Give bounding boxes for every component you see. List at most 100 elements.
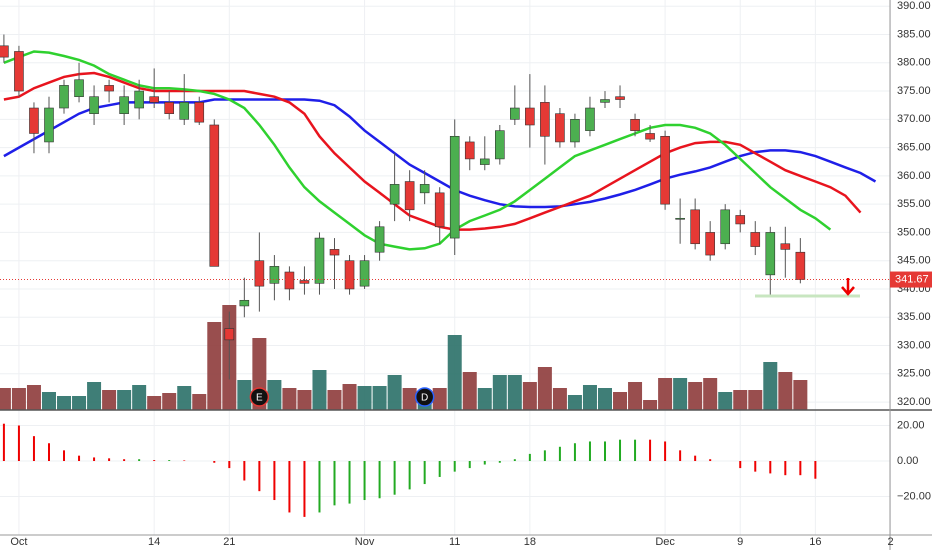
candle-body <box>29 107 39 134</box>
axes: 320.00325.00330.00335.00340.00345.00350.… <box>10 0 932 548</box>
candle-body <box>449 135 460 239</box>
volume-bar <box>11 388 26 410</box>
y-tick-label: 360.00 <box>897 170 931 182</box>
volume-bar <box>567 395 582 410</box>
moving-average <box>3 50 832 251</box>
candle-body <box>194 102 205 123</box>
candle-body <box>149 96 159 103</box>
volume-bar <box>297 390 312 410</box>
x-tick-label: 18 <box>524 536 536 548</box>
volume-bar <box>267 380 282 410</box>
volume-bar <box>312 370 327 410</box>
y2-tick-label: 0.00 <box>897 455 918 467</box>
moving-average <box>3 98 877 209</box>
candle-body <box>570 119 580 143</box>
volume-bar <box>117 390 132 410</box>
volume-bar <box>132 385 147 410</box>
candle-body <box>495 130 505 160</box>
volume-bar <box>613 392 628 410</box>
y-tick-label: 345.00 <box>897 255 931 267</box>
volume-bar <box>793 380 808 410</box>
candle-body <box>14 51 24 92</box>
volume-bar <box>342 384 357 410</box>
candle-body <box>314 237 325 284</box>
volume-bar <box>673 378 688 410</box>
candle-body <box>389 184 400 205</box>
volume-bar <box>237 380 252 410</box>
x-tick-label: 21 <box>223 536 235 548</box>
candle-body <box>720 209 731 245</box>
volume-bar <box>387 375 402 410</box>
volume-bar <box>703 378 718 410</box>
volume-bar <box>507 375 522 410</box>
candle-body <box>540 102 550 137</box>
volume-bar <box>41 392 56 410</box>
candle-body <box>735 215 746 225</box>
y2-tick-label: −20.00 <box>897 490 931 502</box>
y-tick-label: 385.00 <box>897 28 931 40</box>
event-badge <box>249 387 270 407</box>
volume-bar <box>432 388 447 410</box>
volume-bar <box>763 362 778 410</box>
candle-body <box>299 280 310 284</box>
candle-body <box>615 96 625 100</box>
candle-body <box>269 266 280 284</box>
event-badge <box>414 387 435 407</box>
volume-bar <box>552 388 567 410</box>
candle-body <box>359 260 370 287</box>
candle-body <box>134 90 144 109</box>
last-price-label: 341.67 <box>895 273 929 285</box>
y-tick-label: 335.00 <box>897 311 931 323</box>
volume-bar <box>628 382 643 410</box>
volume-bar <box>748 390 763 410</box>
volume-bar <box>102 390 117 410</box>
volume-bar <box>372 386 387 410</box>
candle-body <box>630 119 640 131</box>
volume-bar <box>87 382 102 410</box>
volume-bar <box>0 388 11 410</box>
y-tick-label: 325.00 <box>897 368 931 380</box>
x-tick-label: Dec <box>655 536 675 548</box>
volume-bar <box>57 396 72 410</box>
candle-body <box>750 232 761 247</box>
candle-body <box>164 102 175 114</box>
candle-body <box>104 85 114 92</box>
volume-bar <box>357 386 372 410</box>
candle-body <box>464 141 475 160</box>
volume-bar <box>718 392 733 410</box>
candle-body <box>59 85 69 109</box>
volume-bar <box>477 388 492 410</box>
candle-body <box>510 107 520 120</box>
last-price-box <box>890 271 932 288</box>
candle-body <box>690 209 700 245</box>
volume-bar <box>192 394 207 410</box>
volume-bar <box>688 382 703 410</box>
volume-bar <box>177 386 192 410</box>
candle-body <box>555 113 565 143</box>
x-tick-label: 2 <box>887 536 893 548</box>
event-label: D <box>421 393 428 404</box>
candle-body <box>224 328 235 341</box>
candle-body <box>44 107 54 143</box>
candle-body <box>660 135 670 205</box>
y-tick-label: 370.00 <box>897 113 931 125</box>
volume-bar <box>162 393 177 410</box>
x-tick-label: Nov <box>355 536 375 548</box>
candle-body <box>645 133 655 140</box>
volume-bar <box>327 390 342 410</box>
x-tick-label: 9 <box>737 536 743 548</box>
candle-body <box>479 158 490 165</box>
volume-bar <box>643 400 658 410</box>
volume-bar <box>733 390 748 410</box>
volume-bar <box>582 385 597 410</box>
volume-bar <box>597 388 612 410</box>
candle-body <box>705 232 715 256</box>
down-arrow <box>841 278 855 296</box>
candle-body <box>329 249 340 256</box>
volume-bar <box>207 322 222 410</box>
event-label: E <box>256 393 263 404</box>
